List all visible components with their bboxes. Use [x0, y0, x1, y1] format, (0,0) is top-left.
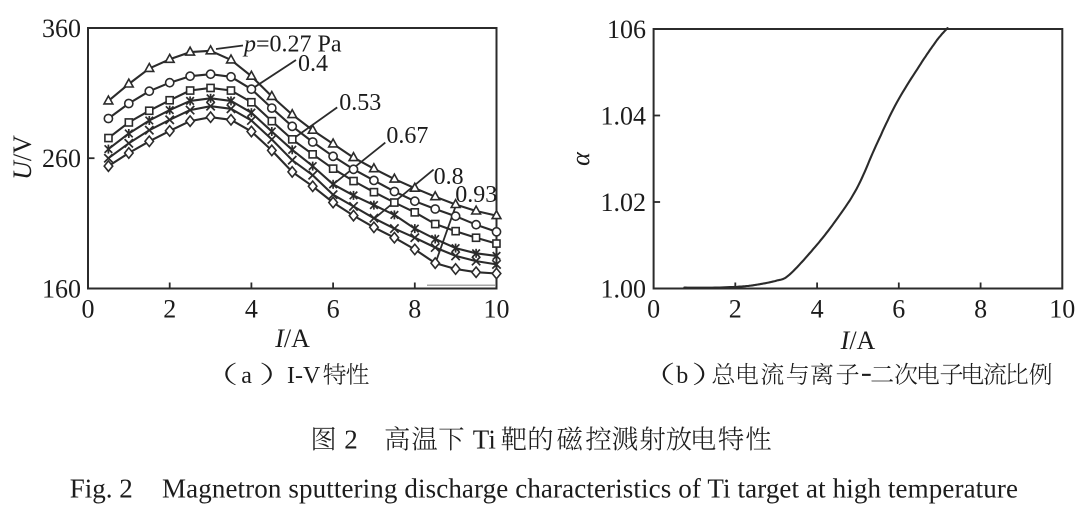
svg-text:10: 10 [484, 295, 510, 324]
svg-text:α: α [566, 151, 595, 166]
svg-text:0.4: 0.4 [298, 51, 328, 77]
svg-text:4: 4 [811, 295, 824, 324]
svg-text:Fig. 2: Fig. 2 [70, 474, 133, 504]
svg-text:b: b [676, 363, 688, 389]
svg-text:0.93: 0.93 [455, 182, 497, 208]
svg-text:0: 0 [647, 295, 660, 324]
svg-text:p=0.27 Pa: p=0.27 Pa [242, 32, 342, 58]
svg-text:Magnetron sputtering discharge: Magnetron sputtering discharge character… [162, 474, 1018, 504]
svg-text:10: 10 [1049, 295, 1075, 324]
svg-text:I-V: I-V [287, 363, 321, 389]
svg-text:1.02: 1.02 [601, 188, 647, 217]
svg-text:160: 160 [42, 274, 81, 303]
svg-text:0.8: 0.8 [434, 164, 464, 190]
svg-text:Ti: Ti [473, 425, 496, 455]
svg-text:I/A: I/A [840, 326, 876, 355]
svg-text:360: 360 [42, 14, 81, 43]
svg-text:0.67: 0.67 [386, 123, 428, 149]
svg-text:6: 6 [892, 295, 905, 324]
svg-text:1.04: 1.04 [601, 101, 647, 130]
svg-text:260: 260 [42, 144, 81, 173]
svg-text:1.00: 1.00 [601, 274, 647, 303]
svg-text:8: 8 [408, 295, 421, 324]
svg-text:2: 2 [729, 295, 742, 324]
svg-text:U/V: U/V [8, 135, 37, 180]
svg-text:4: 4 [245, 295, 258, 324]
svg-text:I/A: I/A [274, 324, 310, 353]
svg-text:2: 2 [344, 425, 358, 455]
svg-text:a: a [241, 363, 252, 389]
svg-text:6: 6 [327, 295, 340, 324]
svg-text:0.53: 0.53 [339, 90, 381, 116]
svg-text:2: 2 [163, 295, 176, 324]
svg-text:8: 8 [974, 295, 987, 324]
svg-text:0: 0 [82, 295, 95, 324]
svg-text:106: 106 [607, 15, 646, 44]
